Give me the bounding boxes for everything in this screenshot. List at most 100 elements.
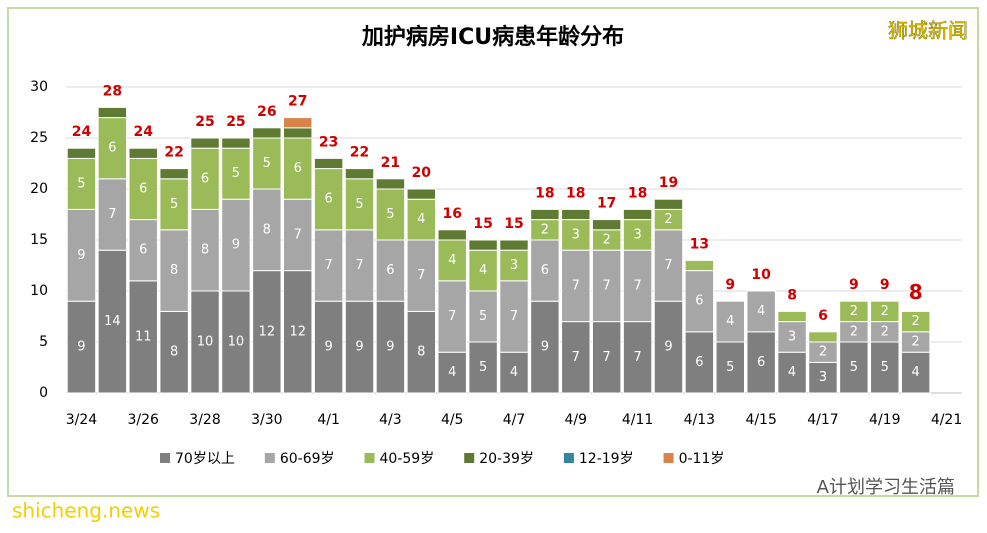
segment-label: 11: [135, 329, 152, 344]
bar-segment: [313, 168, 344, 231]
total-label: 8: [787, 287, 797, 303]
chart-title: 加护病房ICU病患年龄分布: [361, 24, 624, 50]
watermark: 狮城新闻: [888, 19, 968, 43]
total-label: 26: [257, 104, 276, 120]
bar-segment: [622, 208, 653, 221]
total-label: 18: [628, 185, 647, 201]
bar-segment: [591, 249, 622, 323]
bar-segment: [375, 239, 406, 302]
bar-segment: [622, 249, 653, 323]
bar-segment: [808, 331, 838, 343]
segment-label: 5: [263, 156, 271, 171]
total-label: 6: [818, 308, 828, 324]
bar-segment: [777, 351, 807, 394]
total-label: 15: [473, 216, 492, 232]
total-label: 21: [381, 155, 400, 171]
bar-segment: [591, 321, 622, 394]
bar-segment: [97, 106, 128, 119]
bar-segment: [900, 310, 931, 333]
x-tick-label: 4/5: [441, 412, 464, 428]
bar-segment: [499, 239, 529, 251]
x-tick-label: 3/30: [251, 412, 282, 428]
segment-label: 7: [294, 227, 302, 242]
bar-segment: [437, 280, 467, 353]
segment-label: 7: [108, 207, 116, 222]
segment-label: 8: [170, 345, 178, 360]
segment-label: 6: [139, 243, 147, 258]
segment-label: 4: [726, 314, 734, 329]
segment-label: 5: [881, 360, 889, 375]
total-label: 25: [195, 114, 214, 130]
legend-label: 70岁以上: [175, 451, 235, 467]
segment-label: 5: [479, 309, 487, 324]
total-label: 23: [319, 134, 338, 150]
legend-label: 20-39岁: [479, 451, 534, 467]
segment-label: 4: [448, 365, 456, 380]
segment-label: 9: [77, 248, 85, 263]
segment-label: 7: [603, 350, 611, 365]
segment-label: 10: [197, 335, 214, 350]
bar-segment: [870, 341, 900, 394]
bar-segment: [437, 229, 467, 241]
legend-label: 60-69岁: [280, 451, 335, 467]
total-label: 24: [72, 124, 92, 140]
segment-label: 7: [324, 258, 332, 273]
segment-label: 9: [664, 340, 672, 355]
total-label: 10: [751, 267, 771, 283]
legend-swatch: [264, 453, 275, 463]
segment-label: 6: [294, 161, 302, 176]
segment-label: 6: [757, 355, 765, 370]
segment-label: 3: [572, 227, 580, 242]
x-tick-label: 4/19: [869, 412, 900, 428]
total-label: 20: [412, 165, 432, 181]
segment-label: 5: [386, 207, 394, 222]
bar-segment: [777, 310, 807, 323]
segment-label: 2: [850, 324, 858, 339]
bar-segment: [283, 117, 313, 129]
bar-segment: [159, 310, 189, 394]
bar-segment: [128, 147, 158, 159]
legend-swatch: [663, 453, 674, 463]
total-label: 19: [659, 175, 678, 191]
bar-segment: [653, 229, 684, 302]
footer-right: A计划学习生活篇: [817, 477, 955, 498]
segment-label: 9: [324, 340, 332, 355]
segment-label: 6: [139, 182, 147, 197]
total-label: 16: [442, 206, 461, 222]
segment-label: 5: [170, 197, 178, 212]
x-tick-label: 4/21: [931, 412, 962, 428]
bar-segment: [375, 188, 406, 241]
bar-segment: [622, 321, 653, 394]
x-tick-label: 3/24: [66, 412, 98, 428]
segment-label: 7: [355, 258, 363, 273]
segment-label: 10: [228, 335, 245, 350]
bar-segment: [159, 168, 189, 180]
segment-label: 9: [77, 340, 85, 355]
bar-segment: [870, 300, 900, 323]
segment-label: 3: [633, 227, 641, 242]
y-tick-label: 15: [30, 232, 48, 248]
segment-label: 9: [386, 340, 394, 355]
bar-segment: [159, 229, 189, 312]
total-label: 17: [597, 196, 616, 212]
y-tick-label: 10: [30, 283, 48, 299]
segment-label: 7: [448, 309, 456, 324]
bar-segment: [653, 300, 684, 394]
bar-segment: [591, 219, 622, 231]
segment-label: 12: [289, 324, 306, 339]
bar-segment: [190, 137, 220, 149]
bar-segment: [530, 300, 560, 394]
bar-segment: [900, 351, 931, 394]
total-label: 8: [909, 280, 923, 304]
segment-label: 8: [170, 263, 178, 278]
bar-segment: [468, 249, 498, 292]
bar-segment: [561, 219, 591, 251]
bar-segment: [252, 270, 282, 394]
segment-label: 5: [850, 360, 858, 375]
total-label: 28: [103, 83, 122, 99]
bar-segment: [406, 310, 437, 394]
segment-label: 2: [912, 335, 920, 350]
segment-label: 6: [541, 263, 549, 278]
segment-label: 2: [541, 222, 549, 237]
